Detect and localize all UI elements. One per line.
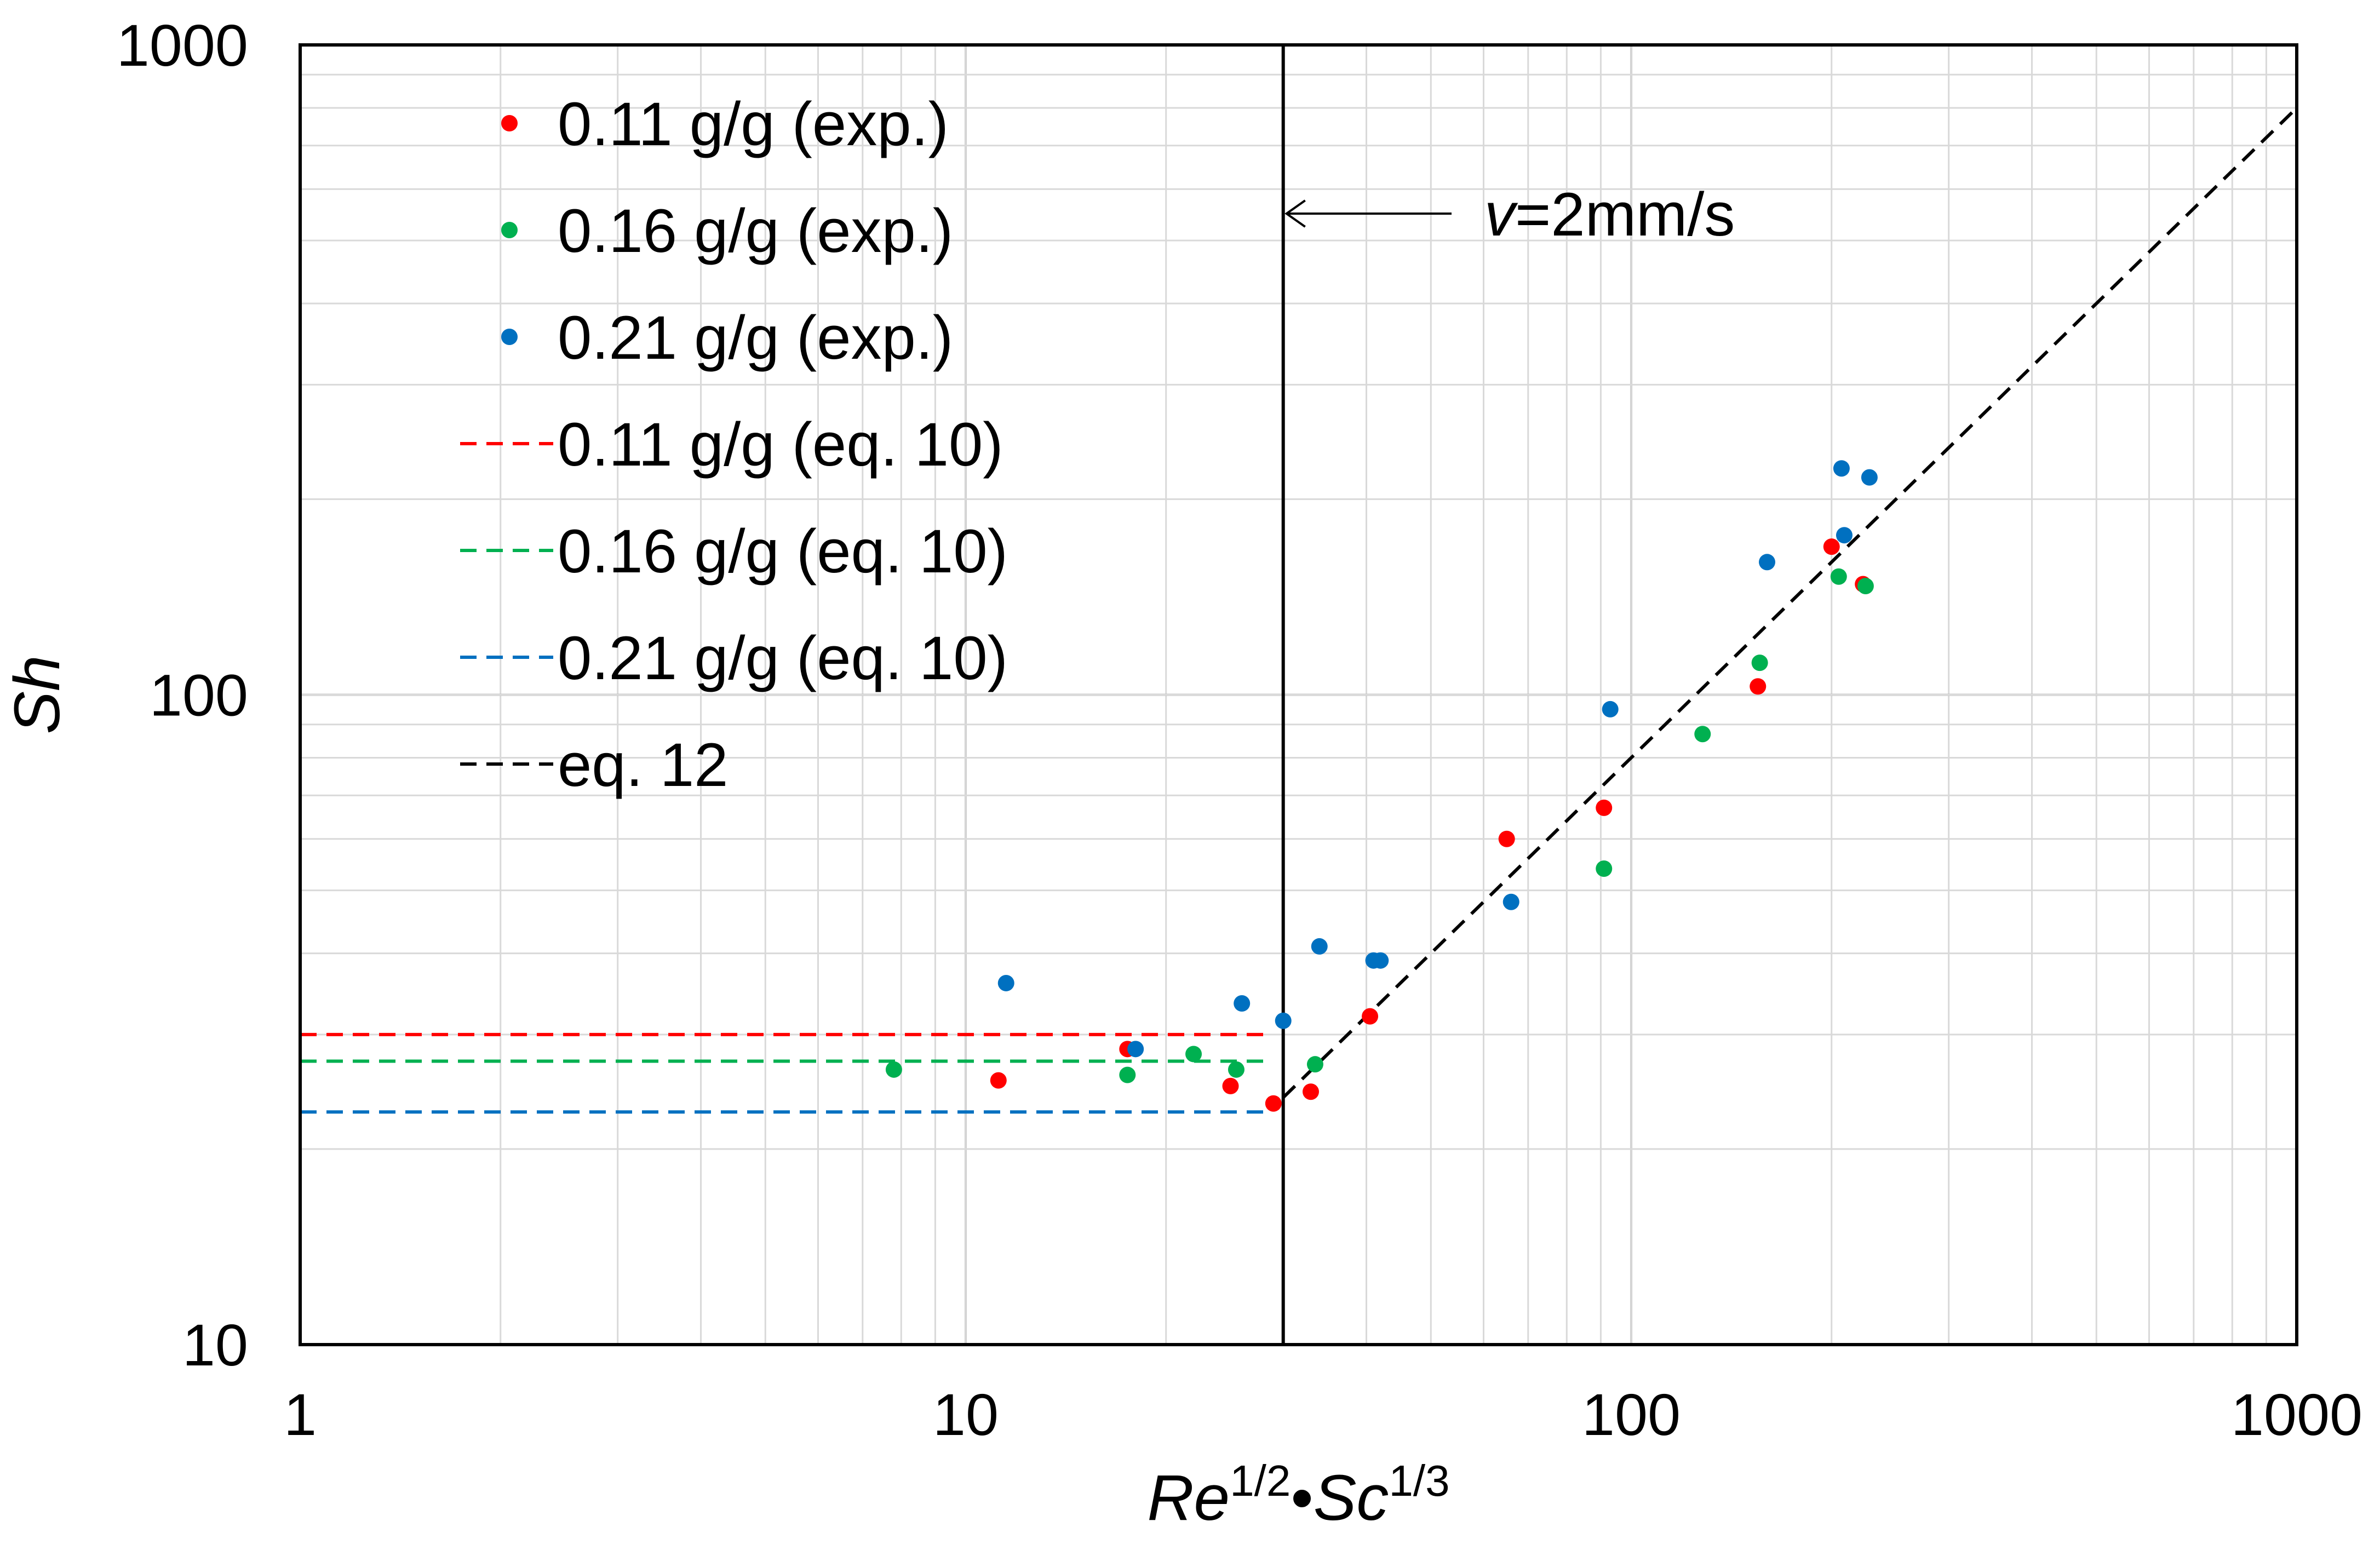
legend-label-5: 0.21 g/g (eq. 10) (558, 624, 1008, 692)
plot-area-series (300, 45, 2298, 1345)
data-point-series-1-8 (1830, 568, 1847, 585)
x-tick-label: 100 (1582, 1381, 1681, 1448)
x-axis-label-sc: Sc (1314, 1462, 1389, 1534)
x-tick-label: 1 (284, 1381, 317, 1448)
data-point-series-0-2 (1222, 1077, 1239, 1094)
data-point-series-0-7 (1596, 799, 1613, 816)
x-tick-label: 10 (933, 1381, 999, 1448)
legend-label-6: eq. 12 (558, 731, 728, 799)
plot-frame (299, 43, 2298, 1346)
data-point-series-1-7 (1751, 655, 1768, 671)
data-point-series-2-8 (1602, 701, 1619, 717)
data-point-series-1-5 (1596, 860, 1613, 877)
legend-label-0: 0.11 g/g (exp.) (558, 90, 949, 158)
data-point-series-2-7 (1502, 893, 1519, 910)
legend-label-3: 0.11 g/g (eq. 10) (558, 410, 1003, 479)
data-point-series-1-1 (1119, 1066, 1136, 1083)
data-point-series-0-5 (1362, 1008, 1379, 1025)
annotation-label-variable: v (1484, 180, 1518, 249)
data-point-series-1-0 (885, 1061, 902, 1078)
data-point-series-0-3 (1265, 1095, 1282, 1112)
x-axis-label: Re1/2•Sc1/3 (1147, 1456, 1449, 1534)
data-point-series-1-2 (1185, 1046, 1202, 1063)
data-point-series-0-0 (990, 1072, 1007, 1089)
annotation-label-value: =2mm/s (1515, 180, 1735, 249)
data-point-series-2-1 (1127, 1041, 1144, 1058)
data-point-series-0-9 (1823, 538, 1840, 555)
data-point-series-2-6 (1372, 952, 1389, 969)
annotation-arrow-head (1284, 199, 1306, 228)
data-point-series-1-3 (1228, 1061, 1245, 1078)
legend-label-4: 0.16 g/g (eq. 10) (558, 517, 1008, 585)
x-axis-label-sc-exponent: 1/3 (1389, 1456, 1449, 1505)
y-tick-label: 10 (182, 1312, 248, 1378)
data-point-series-1-4 (1306, 1056, 1323, 1073)
axis-ticks: 1 10 100 1000 10 100 1000 (117, 12, 2362, 1448)
data-point-series-2-12 (1861, 469, 1878, 486)
legend-label-2: 0.21 g/g (exp.) (558, 303, 953, 372)
data-point-series-2-11 (1836, 527, 1853, 544)
x-axis-label-re-exponent: 1/2 (1230, 1456, 1291, 1505)
data-point-series-1-9 (1857, 577, 1874, 594)
data-point-series-2-9 (1759, 554, 1776, 571)
data-point-series-0-8 (1750, 678, 1767, 695)
x-axis-label-re: Re (1147, 1462, 1230, 1534)
y-axis-label: Sh (1, 655, 73, 734)
velocity-annotation: v=2mm/s (1284, 180, 1735, 249)
legend-marker-1 (501, 222, 518, 238)
data-point-series-2-2 (1234, 995, 1251, 1012)
data-point-series-0-6 (1498, 830, 1515, 847)
y-tick-label: 1000 (117, 12, 248, 78)
annotation-label: v=2mm/s (1484, 180, 1735, 249)
legend-marker-2 (501, 329, 518, 345)
x-axis-label-dot: • (1291, 1462, 1313, 1534)
legend-marker-0 (501, 115, 518, 131)
data-point-series-1-6 (1694, 726, 1711, 743)
data-point-series-0-4 (1302, 1083, 1319, 1100)
data-point-series-2-10 (1833, 460, 1850, 477)
y-tick-label: 100 (150, 662, 248, 728)
data-point-series-2-0 (997, 974, 1014, 991)
legend: 0.11 g/g (exp.) 0.16 g/g (exp.) 0.21 g/g (… (460, 90, 1008, 799)
legend-label-1: 0.16 g/g (exp.) (558, 197, 953, 265)
data-point-series-2-4 (1311, 938, 1328, 955)
data-point-series-2-3 (1275, 1012, 1292, 1029)
x-tick-label: 1000 (2231, 1381, 2362, 1448)
